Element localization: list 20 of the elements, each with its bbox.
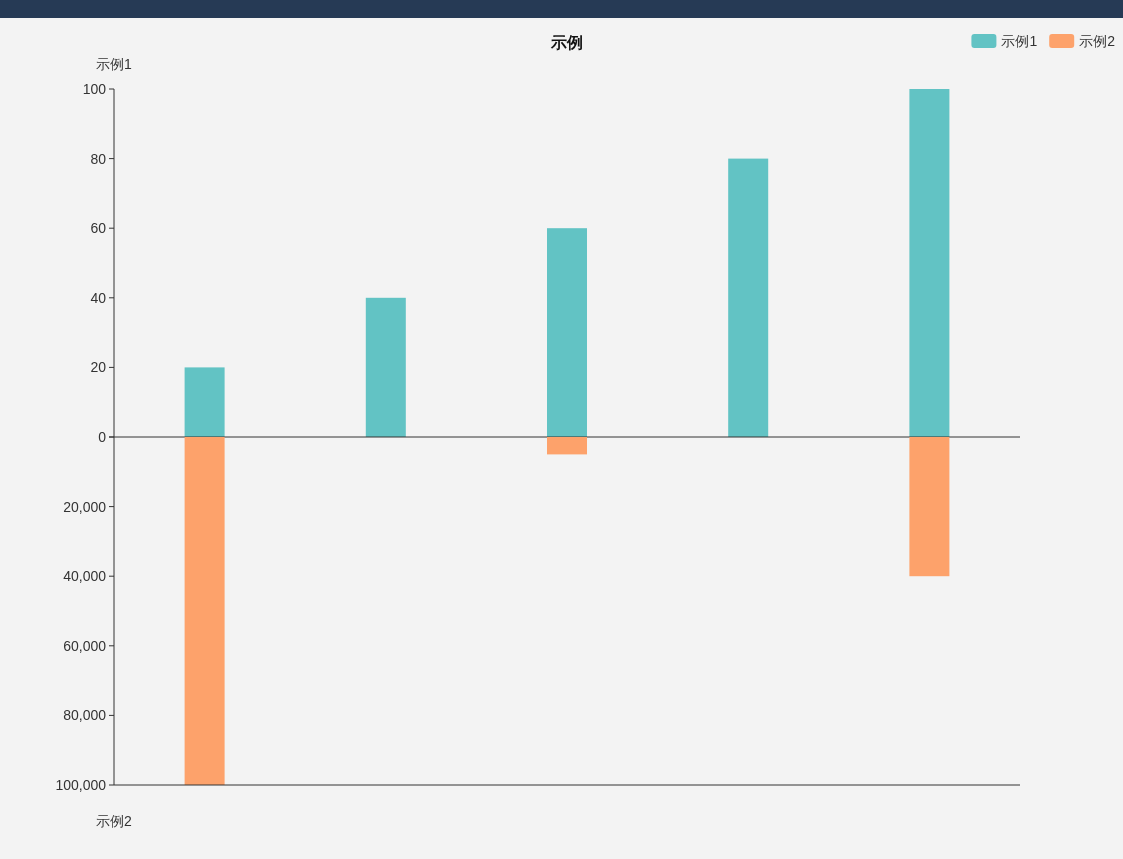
y-tick-label: 20,000 [63, 498, 107, 515]
bar [184, 367, 225, 437]
y-tick-label: 80 [90, 150, 107, 167]
legend-label: 示例2 [1079, 33, 1116, 49]
bar [728, 158, 769, 437]
y-axis-title: 示例2 [96, 813, 133, 829]
y-tick-label: 100,000 [55, 777, 107, 793]
y-tick-label: 60,000 [63, 637, 107, 654]
bar [547, 437, 587, 455]
y-tick-label: 0 [98, 429, 107, 445]
y-tick-label: 60 [90, 220, 107, 237]
y-tick-label: 20 [90, 359, 107, 376]
y-tick-label: 40,000 [63, 568, 107, 585]
y-tick-label: 100 [82, 81, 107, 97]
chart-title: 示例 [550, 33, 583, 51]
bar [365, 297, 406, 437]
y-tick-label: 40 [90, 289, 107, 306]
legend-label: 示例1 [1001, 33, 1038, 49]
y-axis-title: 示例1 [96, 56, 133, 72]
y-tick-label: 80,000 [63, 707, 107, 724]
